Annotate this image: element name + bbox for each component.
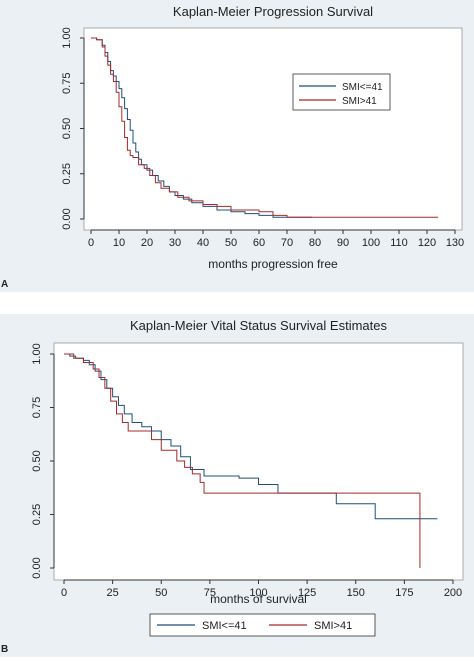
x-tick-label: 125 xyxy=(298,587,316,599)
legend-box xyxy=(292,73,391,111)
x-tick-label: 100 xyxy=(249,587,267,599)
x-tick-label: 10 xyxy=(113,237,125,249)
x-tick-label: 50 xyxy=(155,587,167,599)
x-tick-label: 0 xyxy=(88,237,94,249)
legend-label: SMI>41 xyxy=(314,620,352,632)
y-tick-label: 0.75 xyxy=(31,397,43,418)
x-tick-label: 130 xyxy=(446,237,464,249)
legend-label: SMI>41 xyxy=(342,96,377,107)
x-tick-label: 150 xyxy=(347,587,365,599)
y-tick-label: 0.00 xyxy=(61,208,73,229)
x-tick-label: 70 xyxy=(281,237,293,249)
survival-curve xyxy=(64,353,421,568)
x-tick-label: 120 xyxy=(418,237,436,249)
x-axis-label: months of survival xyxy=(210,592,307,606)
panel-label: A xyxy=(1,279,8,290)
x-tick-label: 0 xyxy=(61,587,67,599)
x-axis-label: months progression free xyxy=(208,257,338,271)
x-tick-label: 20 xyxy=(141,237,153,249)
legend-label: SMI<=41 xyxy=(342,82,383,93)
y-tick-label: 1.00 xyxy=(61,27,73,48)
x-tick-label: 50 xyxy=(225,237,237,249)
survival-curve xyxy=(64,353,438,520)
chart-title: Kaplan-Meier Vital Status Survival Estim… xyxy=(130,318,387,333)
x-tick-label: 110 xyxy=(390,237,408,249)
y-tick-label: 0.50 xyxy=(31,450,43,471)
legend-box xyxy=(149,613,376,637)
x-tick-label: 30 xyxy=(169,237,181,249)
panel-label: B xyxy=(1,644,8,655)
x-tick-label: 200 xyxy=(444,587,462,599)
survival-curve xyxy=(91,37,439,218)
y-tick-label: 0.25 xyxy=(61,163,73,184)
x-tick-label: 100 xyxy=(362,237,380,249)
plot-area xyxy=(83,27,463,231)
x-tick-label: 60 xyxy=(253,237,265,249)
x-tick-label: 75 xyxy=(204,587,216,599)
y-tick-label: 0.50 xyxy=(61,118,73,139)
x-tick-label: 25 xyxy=(107,587,119,599)
y-tick-label: 1.00 xyxy=(31,343,43,364)
y-tick-label: 0.00 xyxy=(31,557,43,578)
chart-title: Kaplan-Meier Progression Survival xyxy=(173,4,373,19)
x-tick-label: 80 xyxy=(309,237,321,249)
y-tick-label: 0.25 xyxy=(31,504,43,525)
x-tick-label: 40 xyxy=(197,237,209,249)
x-tick-label: 175 xyxy=(395,587,413,599)
y-tick-label: 0.75 xyxy=(61,73,73,94)
plot-area xyxy=(53,342,464,581)
x-tick-label: 90 xyxy=(337,237,349,249)
legend-label: SMI<=41 xyxy=(202,620,247,632)
